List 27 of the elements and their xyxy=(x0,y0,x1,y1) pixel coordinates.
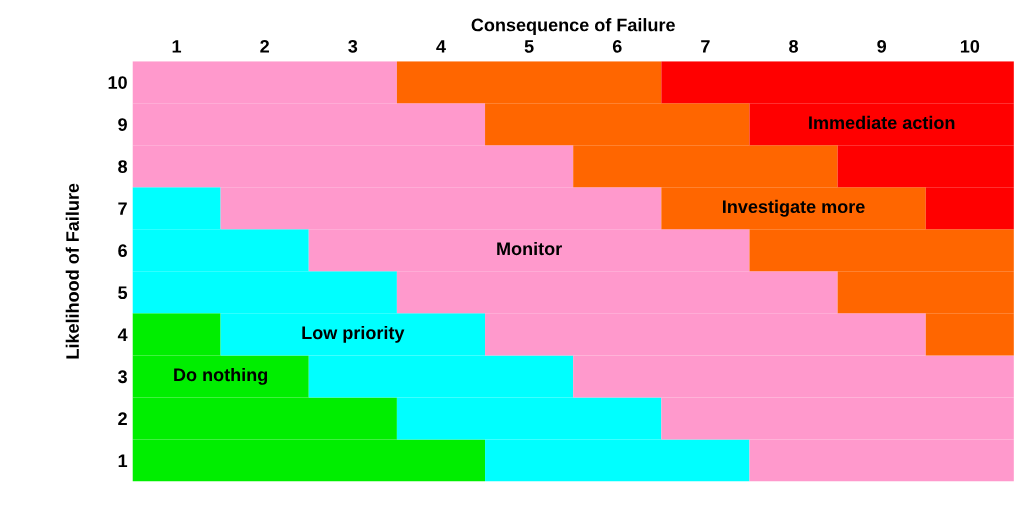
series-label: Low priority xyxy=(302,325,405,343)
y-tick-label: 5 xyxy=(118,286,128,300)
x-tick-label: 9 xyxy=(877,39,887,53)
x-tick-label: 8 xyxy=(789,39,799,53)
y-tick-label: 6 xyxy=(118,244,127,258)
y-tick-label: 10 xyxy=(108,76,127,89)
y-tick-label: 4 xyxy=(117,328,128,341)
x-tick-label: 7 xyxy=(701,40,710,53)
y-tick-label: 8 xyxy=(118,160,128,173)
x-tick-label: 5 xyxy=(524,40,534,53)
x-tick-label: 4 xyxy=(436,40,446,53)
y-tick-label: 9 xyxy=(118,118,127,131)
x-axis-title: Consequence of Failure xyxy=(471,18,675,35)
x-tick-label: 1 xyxy=(172,40,182,53)
y-tick-label: 1 xyxy=(118,454,128,467)
series-label: Immediate action xyxy=(809,115,955,130)
series-label: Investigate more xyxy=(723,199,865,217)
y-tick-label: 7 xyxy=(118,202,127,215)
series-label: Monitor xyxy=(497,241,562,256)
x-tick-label: 3 xyxy=(348,39,358,53)
y-axis-title: Likelihood of Failure xyxy=(65,183,79,359)
x-tick-label: 10 xyxy=(960,39,980,53)
x-tick-label: 2 xyxy=(260,39,269,53)
series-label: Do nothing xyxy=(174,367,268,385)
y-tick-label: 2 xyxy=(118,412,127,425)
x-tick-label: 6 xyxy=(612,39,622,53)
y-tick-label: 3 xyxy=(117,370,127,384)
